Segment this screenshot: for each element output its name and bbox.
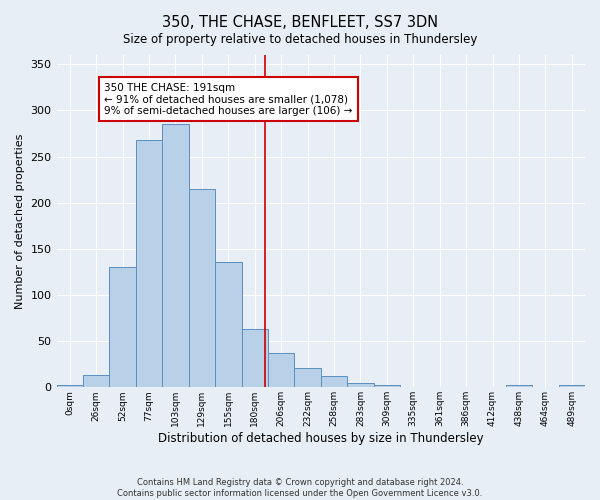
Bar	[347, 382, 374, 388]
Bar	[321, 376, 347, 388]
Bar	[295, 368, 321, 388]
Bar	[188, 189, 215, 388]
Bar	[268, 353, 295, 388]
Y-axis label: Number of detached properties: Number of detached properties	[15, 134, 25, 309]
Text: 350, THE CHASE, BENFLEET, SS7 3DN: 350, THE CHASE, BENFLEET, SS7 3DN	[162, 15, 438, 30]
Bar	[559, 386, 585, 388]
Bar	[506, 386, 532, 388]
Text: Contains HM Land Registry data © Crown copyright and database right 2024.
Contai: Contains HM Land Registry data © Crown c…	[118, 478, 482, 498]
Bar	[162, 124, 188, 388]
Bar	[83, 376, 109, 388]
Bar	[374, 384, 400, 388]
Bar	[215, 262, 242, 388]
Bar	[242, 329, 268, 388]
Bar	[136, 140, 162, 388]
Bar	[109, 268, 136, 388]
X-axis label: Distribution of detached houses by size in Thundersley: Distribution of detached houses by size …	[158, 432, 484, 445]
Text: Size of property relative to detached houses in Thundersley: Size of property relative to detached ho…	[123, 32, 477, 46]
Bar	[56, 384, 83, 388]
Text: 350 THE CHASE: 191sqm
← 91% of detached houses are smaller (1,078)
9% of semi-de: 350 THE CHASE: 191sqm ← 91% of detached …	[104, 82, 352, 116]
